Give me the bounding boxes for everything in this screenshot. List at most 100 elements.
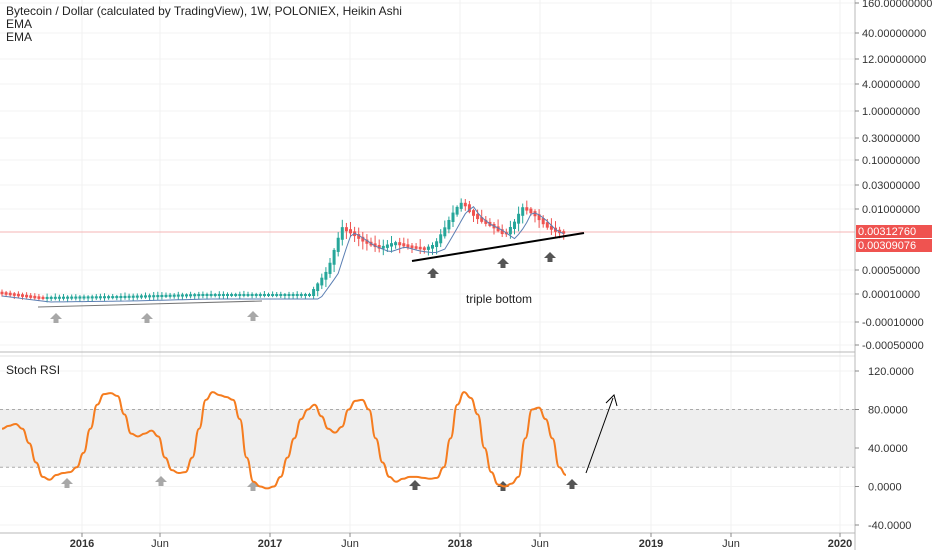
candle-body [201,294,205,297]
candle-body [451,212,455,222]
candle-body [455,206,459,215]
time-tick-label: 2018 [448,538,472,550]
up-arrow-icon [427,268,439,278]
up-arrow-icon [544,252,556,262]
candle-body [37,296,41,299]
candle-body [164,294,168,297]
candle-body [66,296,70,299]
candle-body [373,243,377,248]
ema-legend-2[interactable]: EMA [6,30,33,44]
price-tick-label: 0.00050000 [862,265,920,277]
candle-body [349,229,352,234]
candle-body [45,296,49,299]
rsi-tick-label: 40.0000 [868,443,908,455]
candle-body [459,202,463,209]
candle-body [344,227,348,232]
time-axis[interactable]: 2016 Jun 2017 Jun 2018 Jun 2019 Jun 2020 [70,533,852,550]
candle-body [271,294,275,296]
trend-lines [37,232,618,474]
up-arrow-icon [50,313,62,323]
candle-body [86,296,90,299]
candle-body [131,295,135,298]
candle-body [295,294,299,296]
candle-body [78,296,82,299]
support-line-early [37,300,263,308]
price-badge-label: 0.00309076 [858,240,916,252]
price-tick-label: 0.01000000 [862,204,920,216]
rsi-projection-line [585,397,614,474]
up-arrow-icon [155,476,167,486]
candle-body [361,236,365,242]
candle-body [316,283,320,292]
candle-body [324,271,328,280]
vertical-grid [81,0,841,533]
price-badge-bg [856,225,932,238]
candle-body [394,242,398,246]
candle-body [98,296,102,299]
price-tick-label: 12.00000000 [862,54,926,66]
stoch-rsi-band [0,409,855,468]
candle-body [390,243,393,247]
time-tick-label: 2020 [828,538,852,550]
stoch-rsi-axis[interactable]: 120.0000 80.0000 40.0000 0.0000 -40.0000 [855,366,914,532]
candle-body [254,294,258,296]
candle-body [217,294,221,296]
time-tick-label: Jun [151,538,169,550]
candle-body [414,246,418,249]
up-arrow-icon [247,311,259,321]
up-arrow-icon [409,480,421,490]
candle-body [176,294,180,297]
candle-body [205,294,209,296]
candle-body [279,294,283,296]
up-arrow-icon [566,479,578,489]
candle-body [156,295,160,298]
arrows [50,252,578,491]
candle-body [172,294,176,297]
candle-body [197,294,201,297]
candle-body [332,249,336,265]
candle-body [500,229,504,235]
candle-body [160,294,164,298]
price-tick-label: -0.00050000 [862,340,924,352]
candle-body [525,207,529,211]
candle-body [21,294,24,297]
price-tick-label: 40.00000000 [862,28,926,40]
candle-body [115,296,119,299]
candle-body [82,296,86,299]
chart-title: Bytecoin / Dollar (calculated by Trading… [6,4,402,18]
candle-body [447,219,451,230]
candle-body [29,295,33,298]
candle-body [312,289,316,296]
candle-body [328,262,332,274]
ema-legend-1[interactable]: EMA [6,17,33,31]
rsi-projection-arrowhead [605,394,618,407]
time-tick-label: Jun [341,538,359,550]
candle-body [377,245,381,249]
candle-body [49,296,53,299]
candle-body [385,244,389,248]
stoch-rsi-line [1,391,567,490]
candle-body [250,294,254,296]
candle-body [144,295,147,298]
candle-body [25,294,29,298]
candle-body [336,237,340,252]
price-axis[interactable]: 160.00000000 40.00000000 12.00000000 4.0000… [855,0,932,352]
candle-body [283,294,287,296]
candle-body [299,294,303,296]
candle-body [476,213,480,220]
candle-body [234,294,238,296]
candle-body [267,294,270,296]
time-tick-label: 2019 [639,538,663,550]
price-badge-bg [856,239,932,252]
candle-body [410,245,414,249]
price-tick-label: -0.00010000 [862,317,924,329]
candle-body [111,296,115,299]
candle-body [185,294,188,297]
candle-body [152,295,156,298]
candle-body [496,226,500,232]
price-tick-label: 0.30000000 [862,133,920,145]
candle-body [303,294,307,296]
candle-body [135,295,139,298]
candle-body [70,296,74,299]
